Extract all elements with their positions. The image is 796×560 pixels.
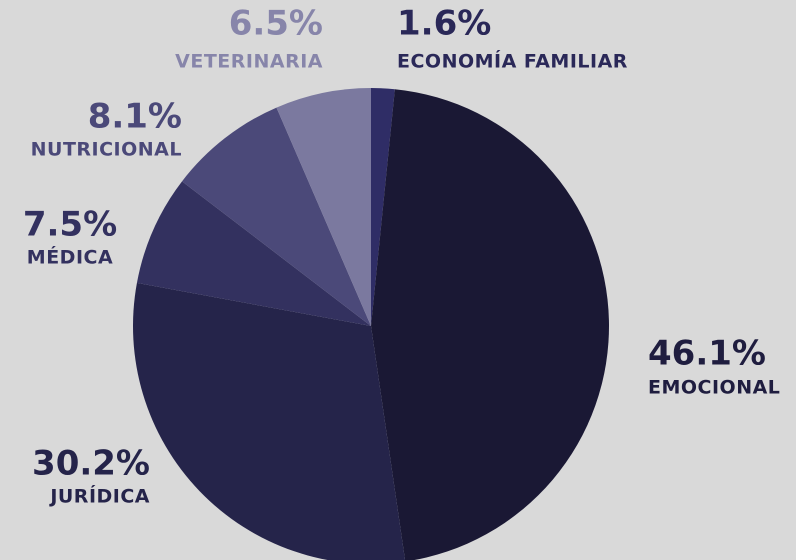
value-label: 1.6% (397, 4, 491, 44)
value-label: 46.1% (648, 334, 766, 374)
category-label: MÉDICA (27, 246, 113, 269)
pie-slice (133, 282, 406, 560)
value-label: 6.5% (229, 4, 323, 44)
category-label: JURÍDICA (48, 485, 150, 508)
category-label: EMOCIONAL (648, 377, 780, 399)
category-label: VETERINARIA (175, 51, 323, 73)
pie-slice (276, 88, 371, 326)
category-label: NUTRICIONAL (31, 139, 182, 161)
value-label: 7.5% (23, 205, 117, 245)
value-label: 30.2% (32, 444, 150, 484)
pie-slice (182, 107, 371, 326)
category-label: ECONOMÍA FAMILIAR (397, 50, 628, 73)
pie-slice (136, 181, 371, 326)
pie-slice (371, 88, 395, 326)
value-label: 8.1% (88, 97, 182, 137)
pie-slice (371, 89, 609, 560)
